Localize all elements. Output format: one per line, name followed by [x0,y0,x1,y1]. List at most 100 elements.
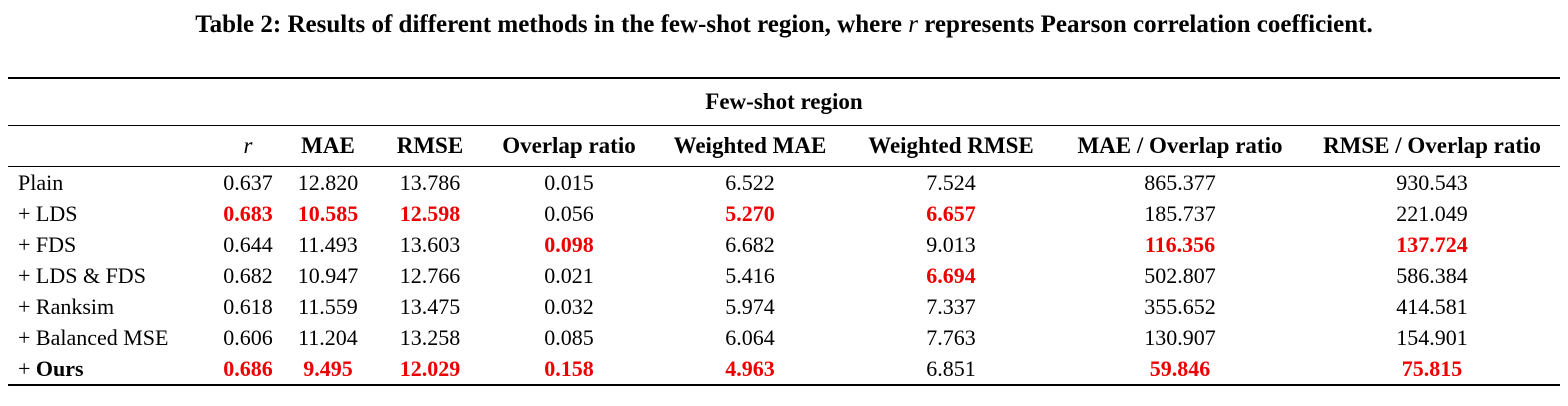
value-cell: 6.694 [926,262,976,288]
value-cell: 13.258 [399,324,461,350]
caption-r-symbol: r [908,11,918,38]
table-row: + Balanced MSE 0.606 11.204 13.258 0.085 6.06… [8,322,1560,353]
value-cell: 6.522 [725,169,775,195]
value-cell: 9.013 [926,231,976,257]
caption-text-after-r: represents Pearson correlation coefficie… [917,11,1373,38]
value-cell: 221.049 [1396,200,1468,226]
value-cell: 0.158 [544,355,594,381]
value-cell: 6.064 [725,324,775,350]
value-cell: 185.737 [1144,200,1216,226]
column-header: MAE [279,125,376,167]
column-header: MAE / Overlap ratio [1055,125,1304,167]
value-cell: 0.015 [544,169,594,195]
table-row: + Ours 0.686 9.495 12.029 0.158 4.963 6.851 59.… [8,353,1560,385]
table-row: Plain 0.637 12.820 13.786 0.015 6.522 7.524 865… [8,167,1560,199]
value-cell: 11.493 [298,231,358,257]
results-table: Few-shot region r MAE RMSE Overlap ratio Wei… [7,77,1561,386]
method-name: LDS & FDS [35,262,146,288]
column-header: RMSE / Overlap ratio [1303,125,1561,167]
value-cell: 586.384 [1396,262,1468,288]
method-cell: + LDS & FDS [8,260,216,291]
column-header: Weighted MAE [653,125,846,167]
method-prefix: + [17,231,36,257]
value-cell: 4.963 [725,355,775,381]
method-cell: + Ours [8,353,216,385]
value-cell: 10.585 [297,200,359,226]
method-cell: + Balanced MSE [8,322,216,353]
value-cell: 5.974 [725,293,775,319]
value-cell: 12.029 [399,355,461,381]
value-cell: 0.637 [223,169,273,195]
value-cell: 9.495 [303,355,353,381]
value-cell: 0.683 [223,200,273,226]
value-cell: 130.907 [1144,324,1216,350]
value-cell: 0.056 [544,200,594,226]
value-cell: 0.098 [544,231,594,257]
table-body: Plain 0.637 12.820 13.786 0.015 6.522 7.524 865… [8,167,1560,386]
value-cell: 11.204 [298,324,358,350]
method-name: Ours [35,355,84,381]
method-cell: + LDS [8,198,216,229]
column-header: r [215,125,280,167]
value-cell: 5.270 [725,200,775,226]
value-cell: 930.543 [1396,169,1468,195]
method-name: Balanced MSE [35,324,169,350]
value-cell: 6.657 [926,200,976,226]
value-cell: 0.686 [223,355,273,381]
method-name: Ranksim [35,293,115,319]
value-cell: 10.947 [297,262,359,288]
value-cell: 0.032 [544,293,594,319]
value-cell: 865.377 [1144,169,1216,195]
method-prefix: + [17,293,36,319]
value-cell: 59.846 [1149,355,1211,381]
value-cell: 11.559 [298,293,358,319]
method-prefix: + [17,200,36,226]
group-header: Few-shot region [7,78,1561,126]
table-caption: Table 2: Results of different methods in… [0,0,1568,42]
value-cell: 0.644 [223,231,273,257]
value-cell: 0.682 [223,262,273,288]
column-header: RMSE [375,125,484,167]
method-cell: + FDS [8,229,216,260]
value-cell: 0.085 [544,324,594,350]
group-header-row: Few-shot region [7,78,1561,126]
value-cell: 0.606 [223,324,273,350]
method-name: Plain [17,169,64,195]
caption-text-before-r: Table 2: Results of different methods in… [195,11,909,38]
table-row: + LDS & FDS 0.682 10.947 12.766 0.021 5.416 6.… [8,260,1560,291]
method-prefix: + [17,324,36,350]
value-cell: 13.475 [399,293,461,319]
value-cell: 75.815 [1401,355,1463,381]
value-cell: 6.851 [926,355,976,381]
value-cell: 7.763 [926,324,976,350]
value-cell: 0.618 [223,293,273,319]
value-cell: 355.652 [1144,293,1216,319]
value-cell: 6.682 [725,231,775,257]
method-cell: Plain [8,167,216,199]
value-cell: 154.901 [1396,324,1468,350]
column-header: Overlap ratio [483,125,654,167]
value-cell: 0.021 [544,262,594,288]
value-cell: 414.581 [1396,293,1468,319]
column-header-row: r MAE RMSE Overlap ratio Weighted MAE Weighte… [7,125,1561,167]
value-cell: 502.807 [1144,262,1216,288]
value-cell: 116.356 [1144,231,1216,257]
value-cell: 5.416 [725,262,775,288]
value-cell: 137.724 [1396,231,1468,257]
value-cell: 13.786 [399,169,461,195]
method-name: LDS [35,200,78,226]
method-cell: + Ranksim [8,291,216,322]
value-cell: 7.337 [926,293,976,319]
table-row: + FDS 0.644 11.493 13.603 0.098 6.682 9.013 116… [8,229,1560,260]
value-cell: 12.598 [399,200,461,226]
value-cell: 12.766 [399,262,461,288]
value-cell: 13.603 [399,231,461,257]
method-prefix: + [17,355,36,381]
column-header: Weighted RMSE [845,125,1056,167]
method-prefix: + [17,262,36,288]
value-cell: 12.820 [297,169,359,195]
value-cell: 7.524 [926,169,976,195]
table-row: + LDS 0.683 10.585 12.598 0.056 5.270 6.657 185… [8,198,1560,229]
table-row: + Ranksim 0.618 11.559 13.475 0.032 5.974 7.33… [8,291,1560,322]
